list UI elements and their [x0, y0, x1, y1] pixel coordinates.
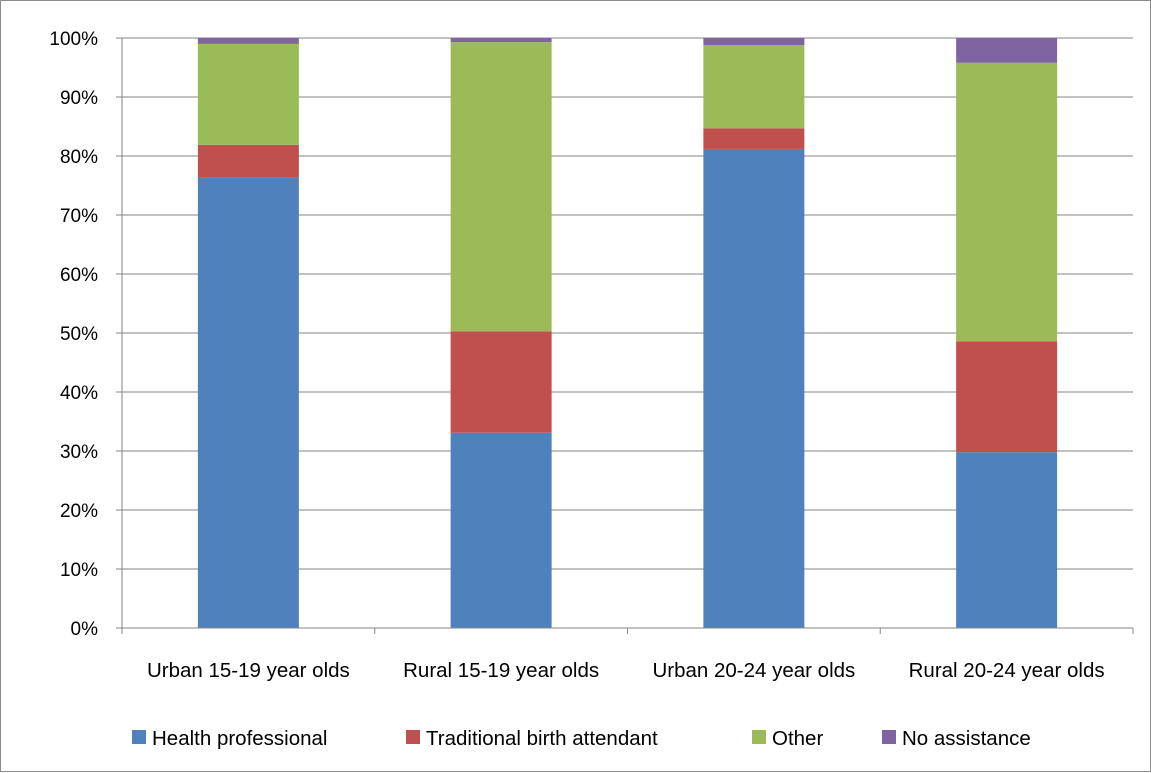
bar-segment-no-assistance: [956, 38, 1058, 63]
legend: Health professional Traditional birth att…: [132, 727, 1031, 750]
y-tick-label: 50%: [60, 324, 98, 345]
y-tick-label: 30%: [60, 442, 98, 463]
bar-segment-other: [956, 62, 1058, 342]
bar-segment-health-professional: [197, 177, 299, 628]
y-tick-labels: 0% 10% 20% 30% 40% 50% 60% 70% 80% 90% 100%: [49, 29, 98, 640]
bar-segment-other: [450, 42, 552, 332]
x-tick-label: Urban 15-19 year olds: [147, 659, 350, 682]
legend-swatch: [406, 730, 420, 744]
x-tick-label: Urban 20-24 year olds: [652, 659, 855, 682]
x-tick-label: Rural 15-19 year olds: [403, 659, 599, 682]
y-tick-label: 20%: [60, 501, 98, 522]
y-tick-label: 40%: [60, 383, 98, 404]
legend-label: Other: [772, 727, 823, 750]
legend-label: No assistance: [902, 727, 1031, 750]
y-tick-label: 70%: [60, 206, 98, 227]
bar-segment-no-assistance: [703, 38, 805, 46]
x-tick-label: Rural 20-24 year olds: [909, 659, 1105, 682]
bar-segment-traditional-birth-attendant: [703, 128, 805, 149]
legend-swatch: [132, 730, 146, 744]
x-tick-labels: Urban 15-19 year olds Rural 15-19 year ol…: [147, 659, 1105, 682]
bar-segment-health-professional: [450, 432, 552, 628]
y-tick-label: 10%: [60, 560, 98, 581]
axes: [116, 37, 1134, 634]
legend-label: Traditional birth attendant: [426, 727, 658, 750]
bar-segment-no-assistance: [450, 38, 552, 43]
bar-segment-other: [197, 43, 299, 145]
bar-segment-health-professional: [703, 148, 805, 629]
bar-segment-other: [703, 45, 805, 129]
y-tick-label: 0%: [71, 619, 99, 640]
y-tick-label: 100%: [49, 29, 98, 50]
bar-segment-traditional-birth-attendant: [197, 144, 299, 178]
bar-segment-traditional-birth-attendant: [450, 331, 552, 433]
y-tick-label: 60%: [60, 265, 98, 286]
y-tick-label: 90%: [60, 88, 98, 109]
bar-segment-health-professional: [956, 452, 1058, 628]
y-tick-label: 80%: [60, 147, 98, 168]
bar-segment-no-assistance: [197, 38, 299, 44]
bar-segment-traditional-birth-attendant: [956, 341, 1058, 453]
bars: [197, 38, 1058, 629]
legend-swatch: [882, 730, 896, 744]
legend-swatch: [752, 730, 766, 744]
legend-label: Health professional: [152, 727, 328, 750]
